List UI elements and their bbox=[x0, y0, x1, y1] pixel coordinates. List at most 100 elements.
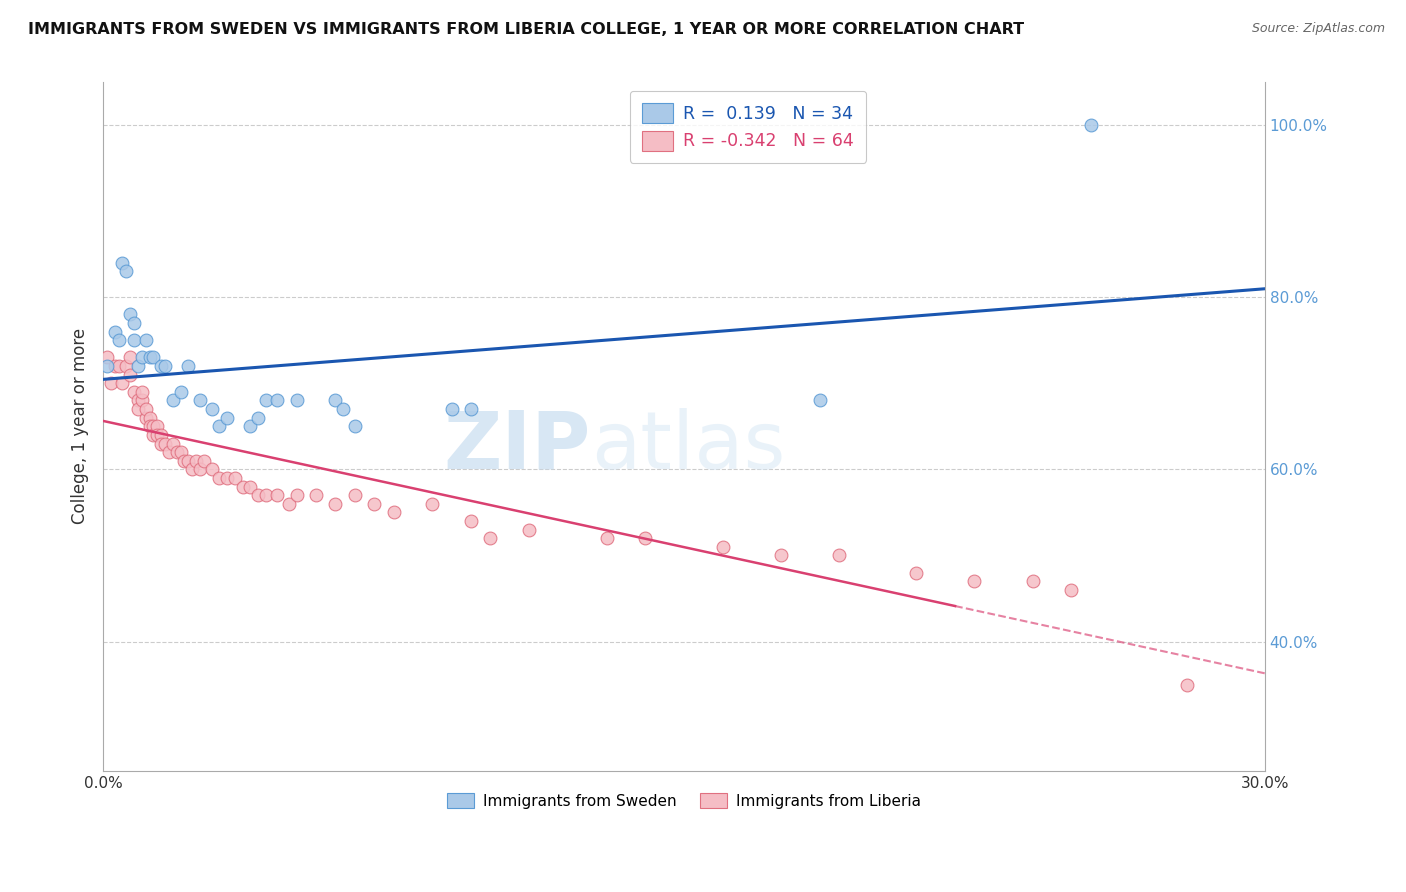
Point bbox=[184, 454, 207, 468]
Point bbox=[127, 402, 149, 417]
Point bbox=[634, 531, 657, 545]
Point bbox=[162, 393, 184, 408]
Point bbox=[142, 351, 165, 365]
Text: Source: ZipAtlas.com: Source: ZipAtlas.com bbox=[1251, 22, 1385, 36]
Y-axis label: College, 1 year or more: College, 1 year or more bbox=[72, 328, 89, 524]
Point bbox=[122, 333, 145, 347]
Point bbox=[460, 514, 482, 528]
Point bbox=[343, 419, 366, 434]
Text: ZIP: ZIP bbox=[444, 408, 591, 486]
Point bbox=[363, 497, 385, 511]
Point bbox=[239, 419, 262, 434]
Point bbox=[104, 359, 127, 373]
Point bbox=[460, 402, 482, 417]
Point bbox=[142, 419, 165, 434]
Point bbox=[325, 497, 347, 511]
Point bbox=[382, 505, 405, 519]
Point bbox=[138, 351, 160, 365]
Point bbox=[142, 428, 165, 442]
Point bbox=[169, 445, 191, 459]
Point bbox=[100, 376, 122, 391]
Point bbox=[200, 402, 222, 417]
Point bbox=[115, 359, 138, 373]
Point bbox=[193, 454, 215, 468]
Point bbox=[122, 384, 145, 399]
Point bbox=[127, 359, 149, 373]
Point bbox=[232, 479, 254, 493]
Point bbox=[153, 436, 176, 450]
Point bbox=[208, 471, 231, 485]
Point bbox=[131, 393, 153, 408]
Point bbox=[138, 419, 160, 434]
Point bbox=[166, 445, 188, 459]
Point bbox=[150, 436, 173, 450]
Text: IMMIGRANTS FROM SWEDEN VS IMMIGRANTS FROM LIBERIA COLLEGE, 1 YEAR OR MORE CORREL: IMMIGRANTS FROM SWEDEN VS IMMIGRANTS FRO… bbox=[28, 22, 1024, 37]
Point bbox=[120, 307, 142, 321]
Point bbox=[107, 359, 129, 373]
Point bbox=[157, 445, 180, 459]
Point bbox=[188, 462, 211, 476]
Point bbox=[115, 264, 138, 278]
Point bbox=[517, 523, 540, 537]
Point bbox=[325, 393, 347, 408]
Point bbox=[224, 471, 246, 485]
Point bbox=[285, 393, 308, 408]
Point bbox=[305, 488, 328, 502]
Point bbox=[247, 410, 270, 425]
Point bbox=[131, 384, 153, 399]
Point bbox=[285, 488, 308, 502]
Point bbox=[769, 549, 792, 563]
Point bbox=[150, 428, 173, 442]
Point bbox=[177, 359, 200, 373]
Point bbox=[188, 393, 211, 408]
Point bbox=[135, 333, 157, 347]
Point bbox=[278, 497, 301, 511]
Point bbox=[200, 462, 222, 476]
Point bbox=[963, 574, 986, 589]
Legend: Immigrants from Sweden, Immigrants from Liberia: Immigrants from Sweden, Immigrants from … bbox=[440, 787, 928, 814]
Point bbox=[120, 368, 142, 382]
Point bbox=[127, 393, 149, 408]
Point bbox=[131, 351, 153, 365]
Point bbox=[111, 256, 134, 270]
Point bbox=[808, 393, 831, 408]
Point bbox=[239, 479, 262, 493]
Point bbox=[711, 540, 734, 554]
Point bbox=[828, 549, 851, 563]
Point bbox=[96, 359, 118, 373]
Point bbox=[1177, 677, 1199, 691]
Point bbox=[215, 471, 238, 485]
Point bbox=[181, 462, 204, 476]
Point bbox=[595, 531, 617, 545]
Point bbox=[1060, 582, 1083, 597]
Point bbox=[420, 497, 443, 511]
Point bbox=[254, 488, 277, 502]
Point bbox=[254, 393, 277, 408]
Point bbox=[169, 384, 191, 399]
Text: atlas: atlas bbox=[591, 408, 786, 486]
Point bbox=[150, 359, 173, 373]
Point bbox=[120, 351, 142, 365]
Point bbox=[208, 419, 231, 434]
Point bbox=[215, 410, 238, 425]
Point bbox=[905, 566, 928, 580]
Point bbox=[177, 454, 200, 468]
Point bbox=[266, 393, 288, 408]
Point bbox=[1080, 118, 1102, 132]
Point bbox=[96, 351, 118, 365]
Point bbox=[440, 402, 463, 417]
Point bbox=[135, 402, 157, 417]
Point bbox=[122, 316, 145, 330]
Point bbox=[107, 333, 129, 347]
Point bbox=[173, 454, 195, 468]
Point bbox=[247, 488, 270, 502]
Point bbox=[111, 376, 134, 391]
Point bbox=[138, 410, 160, 425]
Point bbox=[146, 428, 169, 442]
Point bbox=[104, 325, 127, 339]
Point bbox=[332, 402, 354, 417]
Point bbox=[146, 419, 169, 434]
Point bbox=[1021, 574, 1043, 589]
Point bbox=[266, 488, 288, 502]
Point bbox=[135, 410, 157, 425]
